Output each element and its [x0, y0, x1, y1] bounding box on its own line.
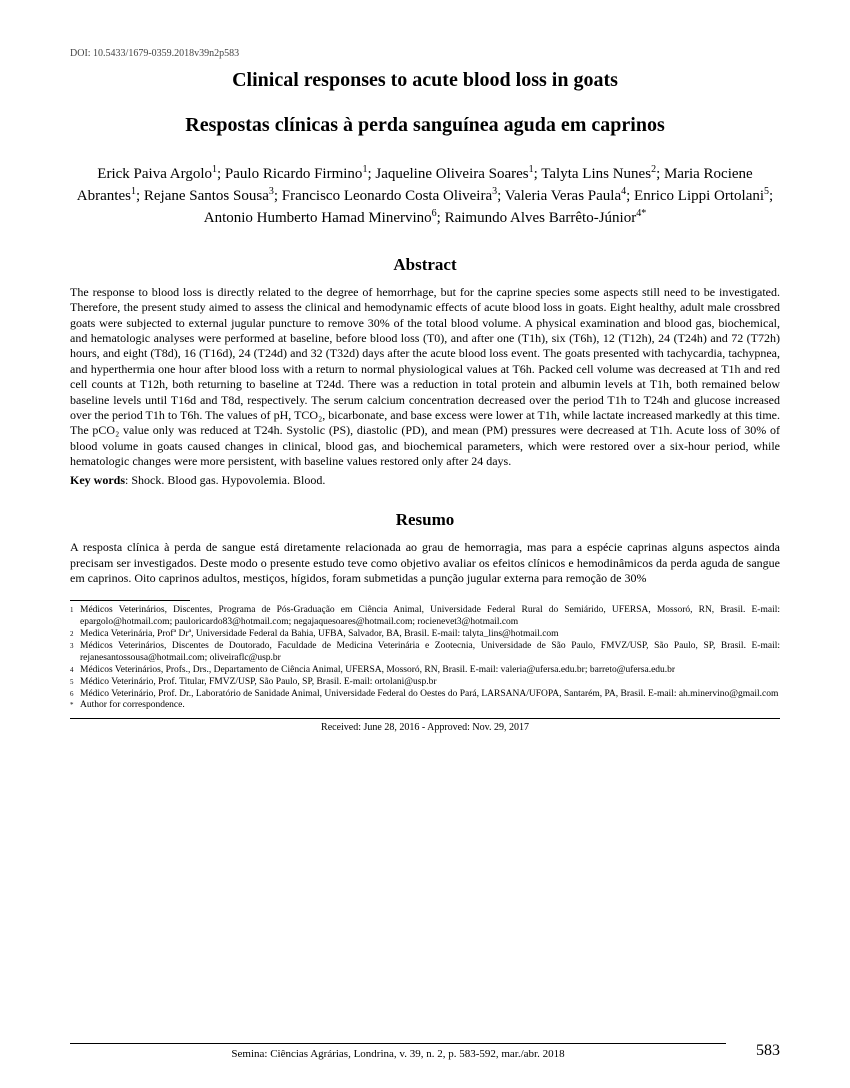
affiliation-text: Author for correspondence.: [80, 700, 780, 712]
received-approved: Received: June 28, 2016 - Approved: Nov.…: [70, 718, 780, 733]
affiliation-row: 3Médicos Veterinários, Discentes de Dout…: [70, 641, 780, 665]
affiliation-row: 6Médico Veterinário, Prof. Dr., Laborató…: [70, 689, 780, 701]
affiliation-text: Médico Veterinário, Prof. Dr., Laboratór…: [80, 689, 780, 701]
affiliation-marker: 2: [70, 629, 80, 641]
affiliation-text: Médicos Veterinários, Discentes de Douto…: [80, 641, 780, 665]
affiliation-marker: 5: [70, 677, 80, 689]
affiliation-row: 1Médicos Veterinários, Discentes, Progra…: [70, 605, 780, 629]
affiliation-text: Médicos Veterinários, Profs., Drs., Depa…: [80, 665, 780, 677]
footer-citation: Semina: Ciências Agrárias, Londrina, v. …: [70, 1043, 726, 1060]
resumo-heading: Resumo: [70, 510, 780, 530]
affiliation-row: 5Médico Veterinário, Prof. Titular, FMVZ…: [70, 677, 780, 689]
affiliation-text: Médico Veterinário, Prof. Titular, FMVZ/…: [80, 677, 780, 689]
affiliation-marker: 6: [70, 689, 80, 701]
affiliation-marker: 1: [70, 605, 80, 629]
affiliation-marker: 4: [70, 665, 80, 677]
affiliation-row: *Author for correspondence.: [70, 700, 780, 712]
affiliation-text: Medica Veterinária, Profª Drª, Universid…: [80, 629, 780, 641]
resumo-body: A resposta clínica à perda de sangue est…: [70, 540, 780, 586]
affiliation-text: Médicos Veterinários, Discentes, Program…: [80, 605, 780, 629]
page-number: 583: [756, 1042, 780, 1060]
title-portuguese: Respostas clínicas à perda sanguínea agu…: [70, 114, 780, 137]
affiliation-marker: 3: [70, 641, 80, 665]
page-footer: Semina: Ciências Agrárias, Londrina, v. …: [70, 1042, 780, 1060]
affiliation-separator: [70, 600, 190, 601]
doi-text: DOI: 10.5433/1679-0359.2018v39n2p583: [70, 48, 780, 59]
keywords-line: Key words: Shock. Blood gas. Hypovolemia…: [70, 473, 780, 488]
abstract-body: The response to blood loss is directly r…: [70, 285, 780, 469]
page: DOI: 10.5433/1679-0359.2018v39n2p583 Cli…: [0, 0, 850, 1088]
abstract-heading: Abstract: [70, 255, 780, 275]
keywords-text: : Shock. Blood gas. Hypovolemia. Blood.: [125, 473, 325, 487]
affiliations-block: 1Médicos Veterinários, Discentes, Progra…: [70, 605, 780, 712]
affiliation-row: 4Médicos Veterinários, Profs., Drs., Dep…: [70, 665, 780, 677]
keywords-label: Key words: [70, 473, 125, 487]
affiliation-row: 2Medica Veterinária, Profª Drª, Universi…: [70, 629, 780, 641]
authors-block: Erick Paiva Argolo1; Paulo Ricardo Firmi…: [70, 163, 780, 229]
title-english: Clinical responses to acute blood loss i…: [70, 69, 780, 92]
affiliation-marker: *: [70, 700, 80, 712]
